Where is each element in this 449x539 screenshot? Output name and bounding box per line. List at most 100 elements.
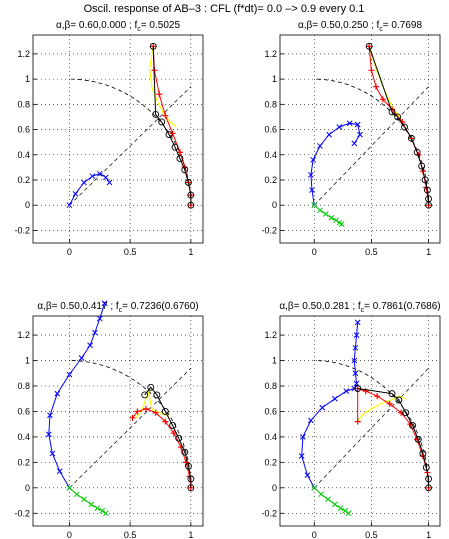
series-line — [135, 390, 170, 419]
unit-circle-arc — [314, 78, 429, 206]
data-point — [409, 422, 417, 429]
y-tick-label: 0.4 — [264, 150, 277, 160]
data-point — [176, 149, 183, 156]
series-line — [144, 386, 192, 488]
data-point — [373, 83, 379, 90]
data-point — [332, 395, 338, 402]
series-line — [368, 46, 404, 123]
series-3 — [150, 43, 194, 209]
data-point — [162, 418, 169, 425]
series-5 — [141, 383, 195, 492]
data-point — [103, 510, 109, 517]
data-point — [88, 501, 95, 508]
data-point — [89, 173, 96, 180]
x-tick-label: 0.5 — [365, 530, 378, 539]
y-tick-label: 1.2 — [264, 330, 277, 340]
data-point — [419, 450, 427, 457]
data-point — [101, 300, 108, 307]
chart-title-subscript: c — [379, 26, 383, 33]
data-point — [181, 448, 189, 456]
y-tick-label: 1.2 — [17, 330, 30, 340]
data-point — [169, 422, 177, 429]
data-point — [414, 436, 422, 443]
diagonal-reference — [69, 367, 192, 489]
data-point — [87, 342, 93, 349]
series-4 — [354, 385, 432, 491]
data-point — [338, 221, 345, 227]
y-tick-label: 1 — [272, 74, 277, 84]
data-point — [147, 383, 155, 391]
data-point — [106, 179, 113, 186]
y-tick-label: 1 — [25, 356, 30, 366]
data-point — [134, 408, 141, 415]
data-point — [175, 434, 183, 442]
data-point — [96, 170, 103, 177]
data-point — [156, 91, 163, 98]
series-line — [357, 388, 430, 488]
data-point — [388, 108, 396, 116]
x-tick-label: 0.5 — [124, 247, 137, 257]
data-point — [149, 42, 157, 50]
series-5 — [365, 42, 433, 209]
data-point — [394, 113, 402, 121]
data-point — [425, 484, 433, 492]
series-line — [368, 46, 430, 206]
data-point — [45, 431, 52, 438]
x-tick-label: 0 — [67, 247, 72, 257]
series-line — [152, 46, 192, 206]
y-tick-label: 1 — [25, 74, 30, 84]
y-tick-label: 1.2 — [264, 49, 277, 59]
series-line — [301, 322, 359, 489]
chart-panel-2: α,β= 0.50,0.250 ; fc= 0.7698 0 0.5 1 -0.2 0 0.… — [261, 20, 441, 257]
data-point — [418, 162, 426, 170]
chart-title-tail: = 0.5025 — [141, 20, 181, 31]
data-point — [336, 124, 343, 130]
series-4 — [149, 42, 195, 209]
x-tick-label: 1 — [426, 530, 431, 539]
data-point — [354, 121, 361, 128]
y-tick-label: 0 — [272, 200, 277, 210]
data-point — [47, 412, 53, 419]
x-tick-label: 1 — [426, 247, 431, 257]
data-point — [395, 396, 403, 404]
y-tick-label: 0 — [272, 483, 277, 493]
data-point — [352, 344, 359, 351]
data-point — [388, 390, 396, 398]
data-point — [425, 201, 433, 209]
data-point — [103, 174, 109, 181]
y-tick-label: 0.8 — [264, 381, 277, 391]
series-1 — [308, 120, 363, 209]
y-tick-label: -0.2 — [261, 508, 277, 518]
chart-title: α,β= 0.50,0.250 ; fc= 0.7698 — [298, 20, 422, 33]
chart-title-subscript: c — [119, 307, 123, 314]
y-tick-label: 0.2 — [264, 175, 277, 185]
data-point — [78, 355, 85, 361]
data-point — [169, 130, 176, 137]
x-tick-label: 1 — [188, 530, 193, 539]
y-tick-label: 0.2 — [17, 457, 30, 467]
y-tick-label: -0.2 — [14, 225, 30, 235]
data-point — [311, 484, 318, 491]
y-tick-label: 0.4 — [17, 150, 30, 160]
data-point — [304, 472, 311, 478]
data-point — [165, 131, 173, 139]
series-line — [148, 46, 177, 128]
data-point — [184, 462, 192, 470]
plot-frame — [279, 34, 441, 244]
data-point — [311, 202, 318, 209]
y-tick-label: 0.6 — [17, 406, 30, 416]
chart-title: α,β= 0.60,0.000 ; fc= 0.5025 — [56, 20, 180, 33]
y-tick-label: 0.4 — [17, 432, 30, 442]
y-tick-label: 0.2 — [264, 457, 277, 467]
data-point — [368, 67, 375, 74]
y-tick-label: -0.2 — [14, 508, 30, 518]
data-point — [54, 390, 61, 397]
data-point — [300, 434, 306, 440]
chart-panel-3: α,β= 0.50,0.417 ; fc= 0.7236(0.6760) 0 0.5… — [14, 300, 204, 539]
data-point — [178, 444, 185, 451]
series-line — [357, 395, 406, 422]
chart-title: α,β= 0.50,0.281 ; fc= 0.7861(0.7686) — [279, 301, 440, 314]
data-point — [422, 464, 430, 471]
y-tick-label: 0.6 — [17, 125, 30, 135]
unit-circle-arc — [69, 78, 192, 206]
